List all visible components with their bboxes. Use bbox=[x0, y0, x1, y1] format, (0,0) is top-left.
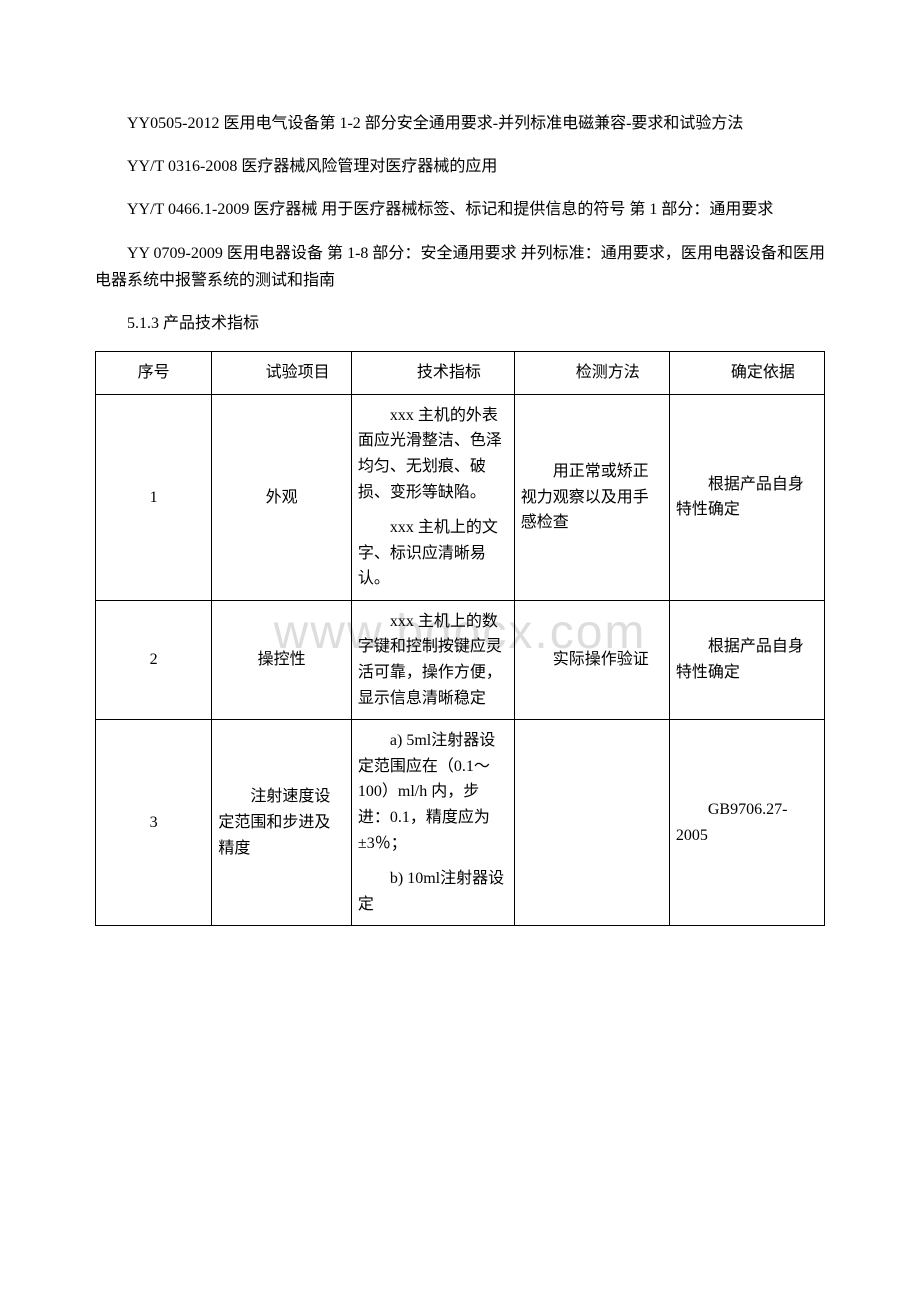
cell-seq: 2 bbox=[96, 600, 212, 719]
cell-item: 注射速度设定范围和步进及精度 bbox=[212, 720, 352, 926]
cell-method bbox=[514, 720, 669, 926]
cell-spec-part-b: b) 10ml注射器设定 bbox=[358, 866, 508, 917]
cell-basis: 根据产品自身特性确定 bbox=[669, 600, 824, 719]
header-item: 试验项目 bbox=[212, 352, 352, 395]
document-content: YY0505-2012 医用电气设备第 1-2 部分安全通用要求-并列标准电磁兼… bbox=[95, 110, 825, 926]
header-seq: 序号 bbox=[96, 352, 212, 395]
cell-spec-part-a: xxx 主机的外表面应光滑整洁、色泽均匀、无划痕、破损、变形等缺陷。 bbox=[358, 403, 508, 505]
specification-table: 序号 试验项目 技术指标 检测方法 确定依据 1 外观 xxx 主机的外表面应光… bbox=[95, 351, 825, 926]
cell-seq: 3 bbox=[96, 720, 212, 926]
cell-method: 用正常或矫正视力观察以及用手感检查 bbox=[514, 394, 669, 600]
paragraph-standard-4: YY 0709-2009 医用电器设备 第 1-8 部分：安全通用要求 并列标准… bbox=[95, 240, 825, 294]
cell-basis: GB9706.27-2005 bbox=[669, 720, 824, 926]
cell-spec-part-b: xxx 主机上的文字、标识应清晰易认。 bbox=[358, 515, 508, 592]
header-basis: 确定依据 bbox=[669, 352, 824, 395]
section-heading: 5.1.3 产品技术指标 bbox=[95, 310, 825, 337]
paragraph-standard-1: YY0505-2012 医用电气设备第 1-2 部分安全通用要求-并列标准电磁兼… bbox=[95, 110, 825, 137]
cell-spec-part-a: a) 5ml注射器设定范围应在（0.1～100）ml/h 内，步进：0.1，精度… bbox=[358, 728, 508, 856]
cell-item: 操控性 bbox=[212, 600, 352, 719]
table-header-row: 序号 试验项目 技术指标 检测方法 确定依据 bbox=[96, 352, 825, 395]
table-row: 2 操控性 xxx 主机上的数字键和控制按键应灵活可靠，操作方便，显示信息清晰稳… bbox=[96, 600, 825, 719]
paragraph-standard-3: YY/T 0466.1-2009 医疗器械 用于医疗器械标签、标记和提供信息的符… bbox=[95, 196, 825, 223]
cell-basis: 根据产品自身特性确定 bbox=[669, 394, 824, 600]
cell-seq: 1 bbox=[96, 394, 212, 600]
cell-spec: xxx 主机上的数字键和控制按键应灵活可靠，操作方便，显示信息清晰稳定 bbox=[351, 600, 514, 719]
table-row: 3 注射速度设定范围和步进及精度 a) 5ml注射器设定范围应在（0.1～100… bbox=[96, 720, 825, 926]
header-spec: 技术指标 bbox=[351, 352, 514, 395]
cell-spec: xxx 主机的外表面应光滑整洁、色泽均匀、无划痕、破损、变形等缺陷。 xxx 主… bbox=[351, 394, 514, 600]
cell-spec: a) 5ml注射器设定范围应在（0.1～100）ml/h 内，步进：0.1，精度… bbox=[351, 720, 514, 926]
cell-method: 实际操作验证 bbox=[514, 600, 669, 719]
table-row: 1 外观 xxx 主机的外表面应光滑整洁、色泽均匀、无划痕、破损、变形等缺陷。 … bbox=[96, 394, 825, 600]
cell-item: 外观 bbox=[212, 394, 352, 600]
header-method: 检测方法 bbox=[514, 352, 669, 395]
paragraph-standard-2: YY/T 0316-2008 医疗器械风险管理对医疗器械的应用 bbox=[95, 153, 825, 180]
